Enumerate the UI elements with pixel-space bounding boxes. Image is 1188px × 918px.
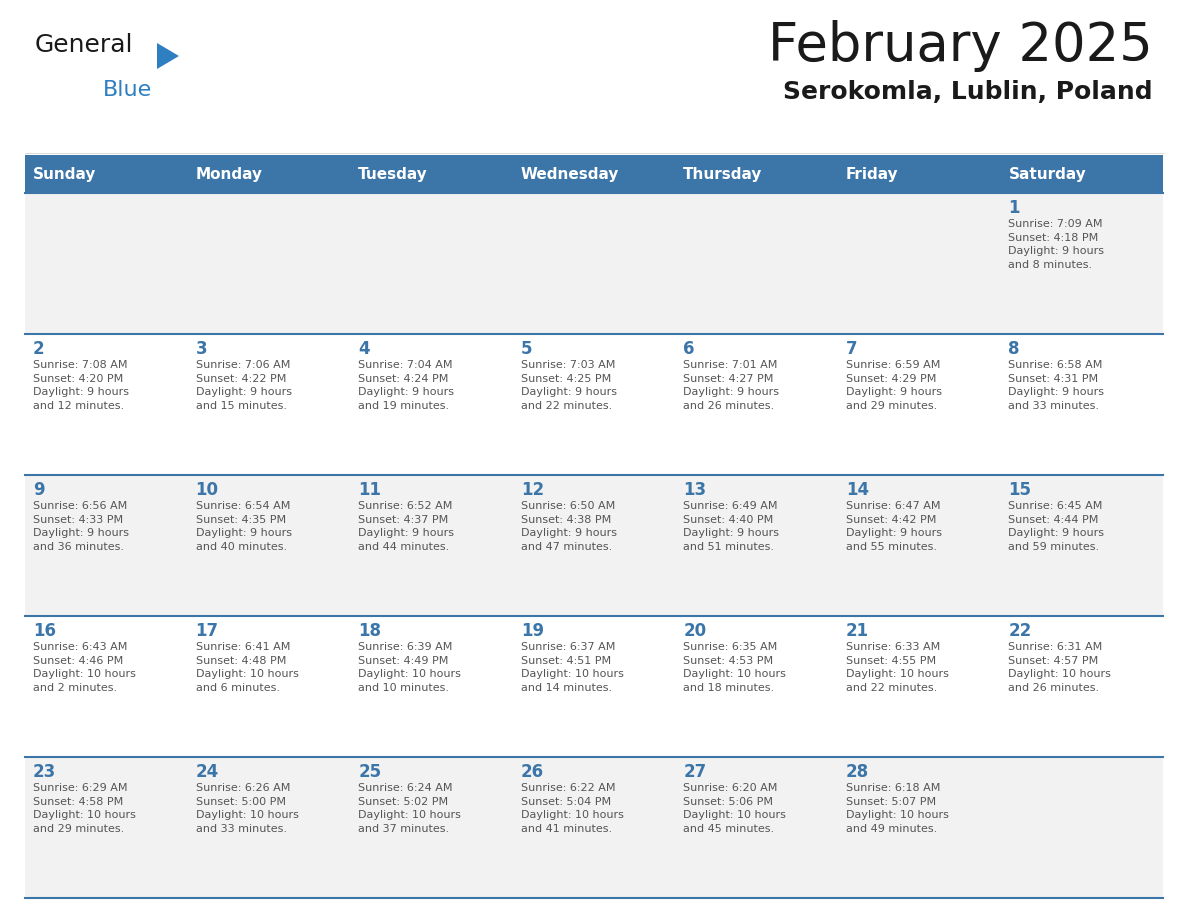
- Text: 8: 8: [1009, 340, 1020, 358]
- Text: Serokomla, Lublin, Poland: Serokomla, Lublin, Poland: [783, 80, 1154, 104]
- Text: 17: 17: [196, 622, 219, 640]
- Text: Sunrise: 6:45 AM
Sunset: 4:44 PM
Daylight: 9 hours
and 59 minutes.: Sunrise: 6:45 AM Sunset: 4:44 PM Dayligh…: [1009, 501, 1105, 552]
- Text: Sunrise: 6:56 AM
Sunset: 4:33 PM
Daylight: 9 hours
and 36 minutes.: Sunrise: 6:56 AM Sunset: 4:33 PM Dayligh…: [33, 501, 129, 552]
- Polygon shape: [157, 43, 179, 69]
- Text: Sunrise: 7:04 AM
Sunset: 4:24 PM
Daylight: 9 hours
and 19 minutes.: Sunrise: 7:04 AM Sunset: 4:24 PM Dayligh…: [358, 360, 454, 410]
- Text: Sunrise: 6:39 AM
Sunset: 4:49 PM
Daylight: 10 hours
and 10 minutes.: Sunrise: 6:39 AM Sunset: 4:49 PM Dayligh…: [358, 642, 461, 693]
- Text: Sunrise: 6:20 AM
Sunset: 5:06 PM
Daylight: 10 hours
and 45 minutes.: Sunrise: 6:20 AM Sunset: 5:06 PM Dayligh…: [683, 783, 786, 834]
- Text: Wednesday: Wednesday: [520, 166, 619, 182]
- Bar: [25, 155, 1163, 193]
- Text: Sunrise: 7:03 AM
Sunset: 4:25 PM
Daylight: 9 hours
and 22 minutes.: Sunrise: 7:03 AM Sunset: 4:25 PM Dayligh…: [520, 360, 617, 410]
- Text: 25: 25: [358, 763, 381, 781]
- Text: 13: 13: [683, 481, 707, 499]
- Text: Sunrise: 6:54 AM
Sunset: 4:35 PM
Daylight: 9 hours
and 40 minutes.: Sunrise: 6:54 AM Sunset: 4:35 PM Dayligh…: [196, 501, 291, 552]
- Bar: [25, 475, 1163, 616]
- Text: 16: 16: [33, 622, 56, 640]
- Text: Sunrise: 6:18 AM
Sunset: 5:07 PM
Daylight: 10 hours
and 49 minutes.: Sunrise: 6:18 AM Sunset: 5:07 PM Dayligh…: [846, 783, 949, 834]
- Text: Sunrise: 6:49 AM
Sunset: 4:40 PM
Daylight: 9 hours
and 51 minutes.: Sunrise: 6:49 AM Sunset: 4:40 PM Dayligh…: [683, 501, 779, 552]
- Text: 5: 5: [520, 340, 532, 358]
- Text: 22: 22: [1009, 622, 1031, 640]
- Text: 9: 9: [33, 481, 45, 499]
- Text: General: General: [34, 33, 133, 57]
- Text: 11: 11: [358, 481, 381, 499]
- Text: 3: 3: [196, 340, 207, 358]
- Text: Sunrise: 6:58 AM
Sunset: 4:31 PM
Daylight: 9 hours
and 33 minutes.: Sunrise: 6:58 AM Sunset: 4:31 PM Dayligh…: [1009, 360, 1105, 410]
- Text: Monday: Monday: [196, 166, 263, 182]
- Text: Sunrise: 6:22 AM
Sunset: 5:04 PM
Daylight: 10 hours
and 41 minutes.: Sunrise: 6:22 AM Sunset: 5:04 PM Dayligh…: [520, 783, 624, 834]
- Text: Sunrise: 6:37 AM
Sunset: 4:51 PM
Daylight: 10 hours
and 14 minutes.: Sunrise: 6:37 AM Sunset: 4:51 PM Dayligh…: [520, 642, 624, 693]
- Text: Sunrise: 7:06 AM
Sunset: 4:22 PM
Daylight: 9 hours
and 15 minutes.: Sunrise: 7:06 AM Sunset: 4:22 PM Dayligh…: [196, 360, 291, 410]
- Text: 26: 26: [520, 763, 544, 781]
- Text: Sunrise: 7:09 AM
Sunset: 4:18 PM
Daylight: 9 hours
and 8 minutes.: Sunrise: 7:09 AM Sunset: 4:18 PM Dayligh…: [1009, 219, 1105, 270]
- Text: Sunrise: 7:08 AM
Sunset: 4:20 PM
Daylight: 9 hours
and 12 minutes.: Sunrise: 7:08 AM Sunset: 4:20 PM Dayligh…: [33, 360, 129, 410]
- Text: 2: 2: [33, 340, 45, 358]
- Text: Sunrise: 6:59 AM
Sunset: 4:29 PM
Daylight: 9 hours
and 29 minutes.: Sunrise: 6:59 AM Sunset: 4:29 PM Dayligh…: [846, 360, 942, 410]
- Text: Sunrise: 6:41 AM
Sunset: 4:48 PM
Daylight: 10 hours
and 6 minutes.: Sunrise: 6:41 AM Sunset: 4:48 PM Dayligh…: [196, 642, 298, 693]
- Text: Thursday: Thursday: [683, 166, 763, 182]
- Bar: [25, 334, 1163, 475]
- Text: February 2025: February 2025: [769, 20, 1154, 72]
- Text: Sunrise: 6:29 AM
Sunset: 4:58 PM
Daylight: 10 hours
and 29 minutes.: Sunrise: 6:29 AM Sunset: 4:58 PM Dayligh…: [33, 783, 135, 834]
- Text: Sunrise: 6:43 AM
Sunset: 4:46 PM
Daylight: 10 hours
and 2 minutes.: Sunrise: 6:43 AM Sunset: 4:46 PM Dayligh…: [33, 642, 135, 693]
- Text: 7: 7: [846, 340, 858, 358]
- Text: Sunrise: 6:26 AM
Sunset: 5:00 PM
Daylight: 10 hours
and 33 minutes.: Sunrise: 6:26 AM Sunset: 5:00 PM Dayligh…: [196, 783, 298, 834]
- Text: Sunrise: 6:52 AM
Sunset: 4:37 PM
Daylight: 9 hours
and 44 minutes.: Sunrise: 6:52 AM Sunset: 4:37 PM Dayligh…: [358, 501, 454, 552]
- Text: Friday: Friday: [846, 166, 898, 182]
- Text: 27: 27: [683, 763, 707, 781]
- Bar: [25, 616, 1163, 757]
- Text: Sunrise: 6:33 AM
Sunset: 4:55 PM
Daylight: 10 hours
and 22 minutes.: Sunrise: 6:33 AM Sunset: 4:55 PM Dayligh…: [846, 642, 949, 693]
- Text: 6: 6: [683, 340, 695, 358]
- Text: 24: 24: [196, 763, 219, 781]
- Text: Sunrise: 7:01 AM
Sunset: 4:27 PM
Daylight: 9 hours
and 26 minutes.: Sunrise: 7:01 AM Sunset: 4:27 PM Dayligh…: [683, 360, 779, 410]
- Text: 21: 21: [846, 622, 868, 640]
- Text: Sunrise: 6:50 AM
Sunset: 4:38 PM
Daylight: 9 hours
and 47 minutes.: Sunrise: 6:50 AM Sunset: 4:38 PM Dayligh…: [520, 501, 617, 552]
- Text: 19: 19: [520, 622, 544, 640]
- Text: 14: 14: [846, 481, 868, 499]
- Text: 12: 12: [520, 481, 544, 499]
- Text: Blue: Blue: [103, 80, 152, 100]
- Text: 15: 15: [1009, 481, 1031, 499]
- Text: Sunday: Sunday: [33, 166, 96, 182]
- Text: 23: 23: [33, 763, 56, 781]
- Text: 10: 10: [196, 481, 219, 499]
- Text: Tuesday: Tuesday: [358, 166, 428, 182]
- Text: 4: 4: [358, 340, 369, 358]
- Text: Sunrise: 6:35 AM
Sunset: 4:53 PM
Daylight: 10 hours
and 18 minutes.: Sunrise: 6:35 AM Sunset: 4:53 PM Dayligh…: [683, 642, 786, 693]
- Bar: [25, 757, 1163, 898]
- Text: Saturday: Saturday: [1009, 166, 1086, 182]
- Text: Sunrise: 6:31 AM
Sunset: 4:57 PM
Daylight: 10 hours
and 26 minutes.: Sunrise: 6:31 AM Sunset: 4:57 PM Dayligh…: [1009, 642, 1111, 693]
- Text: Sunrise: 6:24 AM
Sunset: 5:02 PM
Daylight: 10 hours
and 37 minutes.: Sunrise: 6:24 AM Sunset: 5:02 PM Dayligh…: [358, 783, 461, 834]
- Text: 20: 20: [683, 622, 707, 640]
- Text: 1: 1: [1009, 199, 1020, 217]
- Text: 18: 18: [358, 622, 381, 640]
- Bar: [25, 193, 1163, 334]
- Text: Sunrise: 6:47 AM
Sunset: 4:42 PM
Daylight: 9 hours
and 55 minutes.: Sunrise: 6:47 AM Sunset: 4:42 PM Dayligh…: [846, 501, 942, 552]
- Text: 28: 28: [846, 763, 868, 781]
